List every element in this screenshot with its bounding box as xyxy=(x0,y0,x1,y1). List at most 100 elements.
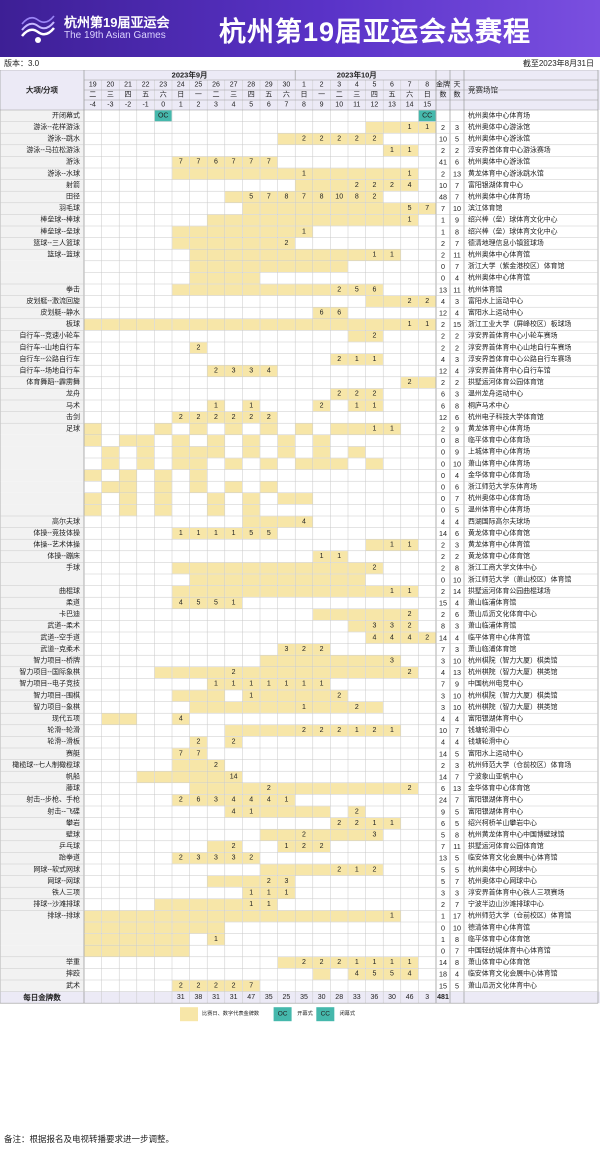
grid-cell xyxy=(84,852,102,864)
sport-cell-bg xyxy=(0,144,84,157)
grid-cell xyxy=(260,295,278,308)
event-day-cell xyxy=(225,806,243,818)
header-days: 天 xyxy=(454,81,461,89)
grid-cell xyxy=(207,736,225,748)
daily-gold-count: 2 xyxy=(355,704,359,711)
event-day-cell xyxy=(172,446,190,458)
grid-cell xyxy=(312,376,331,389)
grid-cell xyxy=(330,806,348,818)
grid-cell xyxy=(295,736,313,748)
event-day-cell xyxy=(225,725,243,737)
event-day-cell xyxy=(277,446,295,458)
event-day-cell xyxy=(330,388,348,400)
event-day-cell xyxy=(277,643,295,655)
event-day-cell xyxy=(260,794,278,806)
grid-cell xyxy=(365,110,384,122)
event-day-cell xyxy=(172,922,190,934)
grid-cell xyxy=(101,620,120,632)
grid-cell xyxy=(330,840,348,853)
daily-gold-count: 1 xyxy=(232,530,236,537)
grid-cell xyxy=(172,214,190,226)
grid-cell xyxy=(172,655,190,667)
event-day-cell xyxy=(295,725,313,737)
header-date: 4 xyxy=(355,82,359,89)
grid-cell xyxy=(136,701,155,714)
legend-oc: OC xyxy=(278,1011,288,1018)
grid-cell xyxy=(312,342,331,354)
grid-cell xyxy=(365,574,384,586)
grid-cell xyxy=(136,214,155,226)
gold-total: 2 xyxy=(441,552,445,561)
grid-cell xyxy=(383,887,401,899)
grid-cell xyxy=(365,446,384,458)
grid-cell xyxy=(224,539,243,551)
daily-gold-count: 1 xyxy=(302,228,306,235)
grid-cell xyxy=(400,771,419,783)
event-day-cell xyxy=(365,214,383,226)
venue-name: 杭州棋院（智力大厦）棋类馆 xyxy=(468,702,558,711)
event-day-cell xyxy=(137,446,155,458)
grid-cell xyxy=(400,829,419,841)
grid-cell xyxy=(312,620,331,632)
venue-name: 富阳水上运动中心 xyxy=(468,296,523,305)
daily-gold-count: 2 xyxy=(337,820,341,827)
grid-cell xyxy=(418,168,436,180)
sport-cell-bg xyxy=(0,620,84,632)
grid-cell xyxy=(207,516,225,528)
venue-name: 绍兴棒（垒）球体育文化中心 xyxy=(468,215,558,224)
daily-gold-count: 2 xyxy=(196,414,200,421)
gold-total: 2 xyxy=(441,332,445,341)
sport-cell-bg xyxy=(0,655,84,667)
grid-cell xyxy=(400,330,419,342)
grid-cell xyxy=(400,458,419,470)
grid-cell xyxy=(260,376,278,389)
grid-cell xyxy=(330,620,348,632)
grid-cell xyxy=(119,376,137,389)
event-day-cell xyxy=(225,852,243,864)
daily-gold-count: 1 xyxy=(337,553,341,560)
gold-total: 1 xyxy=(441,227,445,236)
grid-cell xyxy=(136,736,155,748)
gold-total: 2 xyxy=(441,320,445,329)
gold-total: 7 xyxy=(441,680,445,689)
header-weekday: 日 xyxy=(301,91,308,99)
event-day-cell xyxy=(295,655,313,667)
grid-cell xyxy=(224,492,243,505)
sport-name: 武术 xyxy=(66,980,80,989)
event-day-cell xyxy=(260,574,278,586)
event-day-cell xyxy=(207,261,225,273)
grid-cell xyxy=(84,202,102,215)
grid-cell xyxy=(418,759,436,772)
grid-cell xyxy=(207,307,225,319)
legend-oc-label: 开幕式 xyxy=(297,1009,313,1017)
grid-cell xyxy=(84,980,102,992)
grid-cell xyxy=(207,817,225,830)
grid-cell xyxy=(330,237,348,250)
event-day-cell xyxy=(277,806,295,818)
grid-cell xyxy=(172,968,190,980)
daily-gold-count: 1 xyxy=(196,530,200,537)
daily-gold-count: 2 xyxy=(320,402,324,409)
grid-cell xyxy=(172,875,190,888)
grid-cell xyxy=(260,179,278,192)
daily-gold-count: 3 xyxy=(284,878,288,885)
grid-cell xyxy=(277,817,296,830)
daily-gold-count: 2 xyxy=(249,414,253,421)
sport-name: 体操--蹦床 xyxy=(47,551,80,560)
daily-gold-count: 2 xyxy=(214,368,218,375)
grid-cell xyxy=(119,295,137,308)
event-day-cell xyxy=(137,922,155,934)
event-day-cell xyxy=(277,574,295,586)
event-day-cell xyxy=(365,701,383,713)
sport-cell-bg xyxy=(0,527,84,540)
event-day-cell xyxy=(348,725,366,737)
event-day-cell xyxy=(189,562,207,574)
event-day-cell xyxy=(330,353,348,365)
daily-gold-count: 1 xyxy=(425,321,429,328)
event-day-cell xyxy=(401,319,419,331)
event-day-cell xyxy=(365,910,383,922)
grid-cell xyxy=(136,597,155,609)
grid-cell xyxy=(101,307,120,319)
grid-cell xyxy=(312,539,331,551)
grid-cell xyxy=(330,852,348,864)
